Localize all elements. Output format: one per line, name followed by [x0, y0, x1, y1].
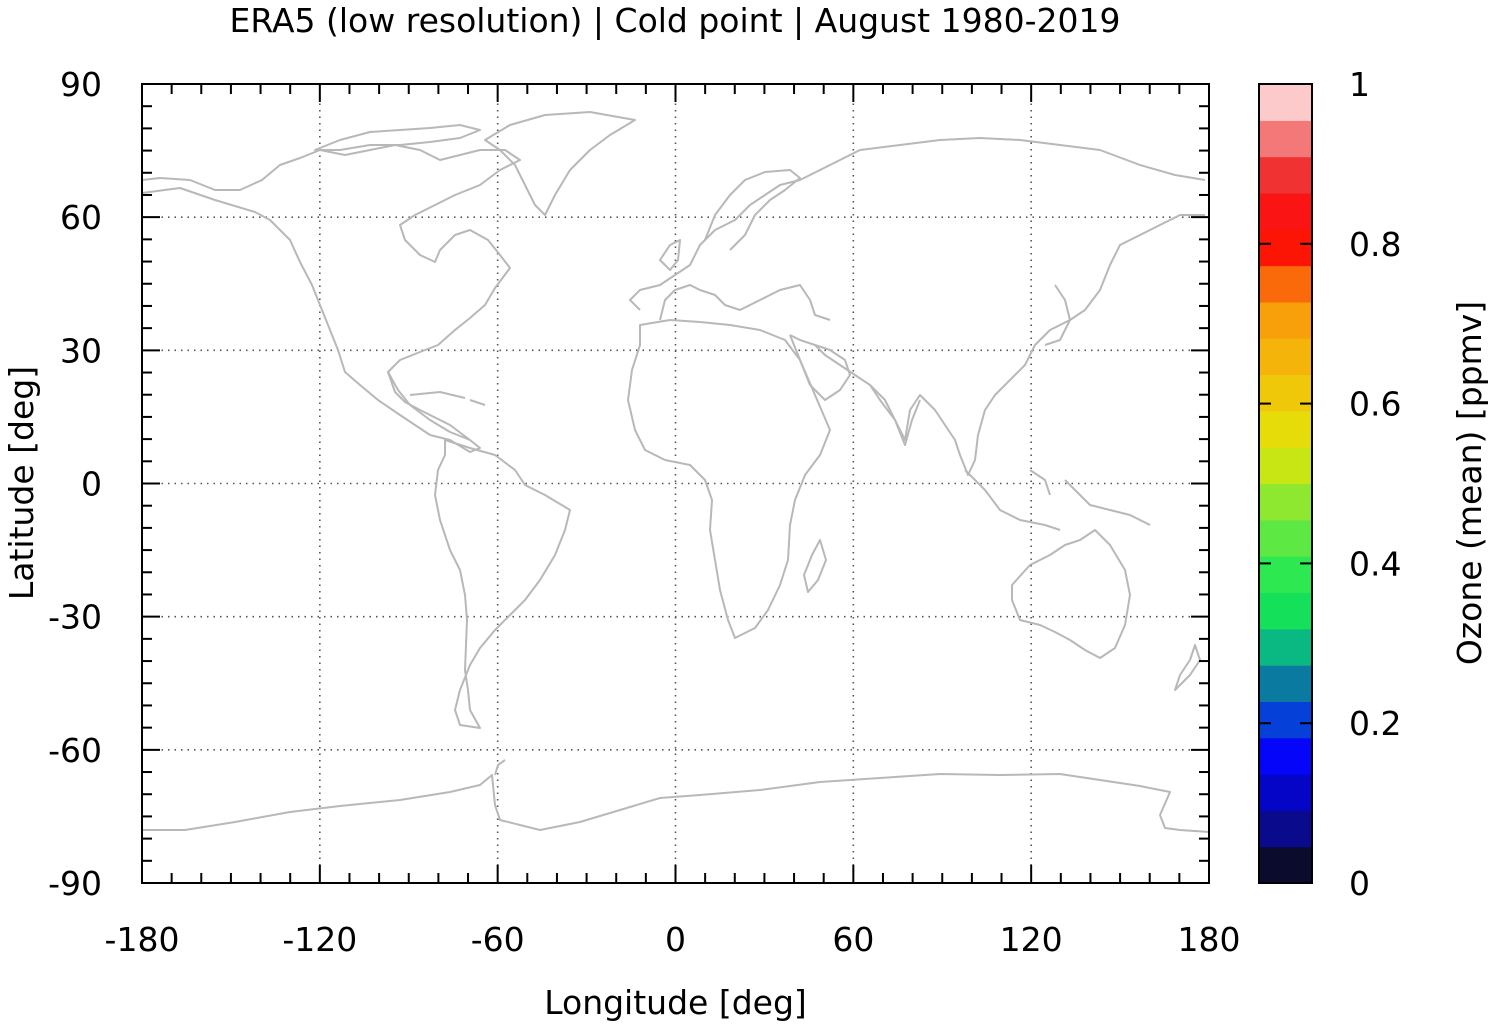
colorbar-swatch [1259, 265, 1312, 303]
colorbar-tick-label: 1 [1349, 65, 1370, 104]
colorbar-tick-label: 0.4 [1349, 544, 1401, 583]
x-tick-label: -120 [282, 920, 357, 959]
colorbar-swatch [1259, 301, 1312, 339]
coast-japan [1044, 284, 1071, 346]
coast-uk [659, 239, 681, 271]
colorbar-border [1258, 83, 1313, 884]
coast-australia [1011, 529, 1131, 659]
coast-south-america [434, 439, 571, 729]
x-tick-label: 120 [1000, 920, 1063, 959]
y-tick-label: 0 [81, 465, 102, 504]
colorbar-swatch [1259, 447, 1312, 485]
y-tick-label: 90 [60, 65, 102, 104]
chart-title: ERA5 (low resolution) | Cold point | Aug… [229, 1, 1121, 40]
x-axis-label: Longitude [deg] [544, 983, 807, 1022]
colorbar-tick-label: 0.6 [1349, 385, 1401, 424]
colorbar-swatch [1259, 810, 1312, 848]
coast-arabia [789, 334, 851, 401]
x-tick-label: -60 [471, 920, 525, 959]
x-tick-label: 60 [832, 920, 874, 959]
colorbar-swatch [1259, 628, 1312, 666]
colorbar-swatch [1259, 846, 1312, 884]
coast-central-america [387, 371, 471, 441]
coastlines [141, 111, 1210, 833]
colorbar-swatch [1259, 120, 1312, 158]
x-tick-label: -180 [105, 920, 180, 959]
colorbar-swatch [1259, 483, 1312, 521]
plot-frame: -180 -120 -60 0 60 120 180 -90 -60 -30 0 30 60 90 [48, 65, 1240, 959]
colorbar-tick-label: 0 [1349, 864, 1370, 903]
coast-antarctic-peninsula [494, 759, 506, 776]
colorbar-swatch [1259, 229, 1312, 267]
colorbar-swatch [1259, 737, 1312, 775]
grid-lines [142, 84, 1209, 883]
colorbar-swatch [1259, 774, 1312, 811]
coast-caribbean [409, 391, 486, 406]
coast-indonesia [964, 469, 1151, 531]
coast-asia [789, 137, 1206, 476]
colorbar-tick-label: 0.8 [1349, 225, 1401, 264]
y-tick-label: -30 [48, 598, 102, 637]
coast-india [869, 384, 921, 446]
coast-arctic-islands [314, 124, 481, 151]
coast-antarctica [142, 773, 1210, 833]
colorbar-swatch [1259, 156, 1312, 194]
coast-north-america [141, 144, 521, 453]
coast-madagascar [803, 539, 827, 593]
coast-europe [629, 179, 831, 321]
colorbar: 0 0.2 0.4 0.6 0.8 1 [1258, 65, 1401, 903]
colorbar-swatch [1259, 374, 1312, 412]
colorbar-swatch [1259, 701, 1312, 739]
y-tick-label: -60 [48, 731, 102, 770]
colorbar-swatch [1259, 665, 1312, 703]
y-tick-label: 30 [60, 331, 102, 370]
colorbar-swatch [1259, 338, 1312, 376]
coast-greenland [484, 111, 636, 216]
y-tick-label: -90 [48, 864, 102, 903]
colorbar-swatch [1259, 410, 1312, 448]
coast-new-zealand [1174, 644, 1201, 691]
colorbar-swatch [1259, 192, 1312, 230]
colorbar-swatch [1259, 519, 1312, 557]
colorbar-swatch [1259, 556, 1312, 594]
coast-scandinavia [704, 169, 801, 251]
x-tick-label: 180 [1178, 920, 1241, 959]
colorbar-swatch [1259, 592, 1312, 630]
coast-africa [627, 319, 831, 639]
y-tick-label: 60 [60, 198, 102, 237]
colorbar-tick-label: 0.2 [1349, 704, 1401, 743]
colorbar-swatch [1259, 84, 1312, 121]
x-tick-label: 0 [665, 920, 686, 959]
